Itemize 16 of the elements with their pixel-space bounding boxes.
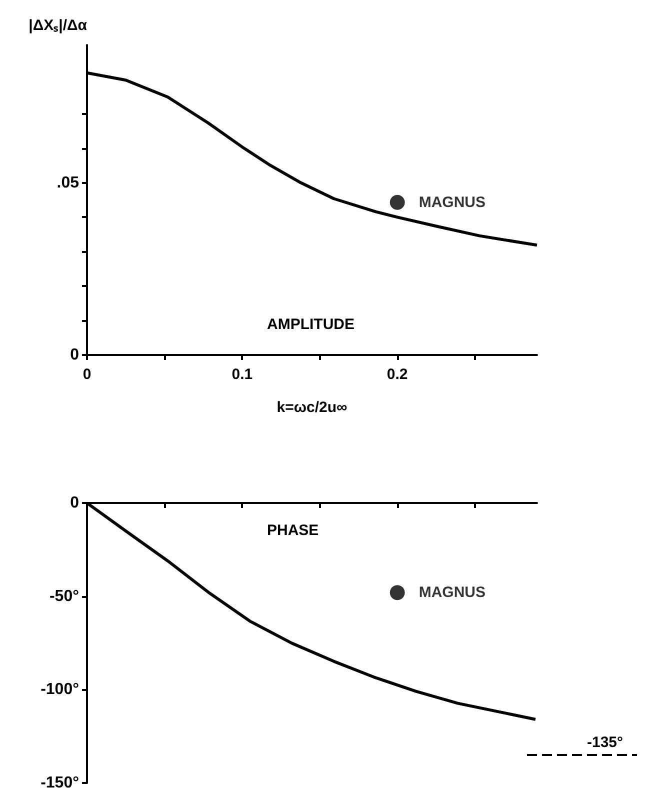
- x-tick-label: 0.1: [232, 366, 253, 383]
- x-axis-title: k=ωc/2u∞: [276, 399, 348, 416]
- y-tick-label: 0: [70, 346, 80, 364]
- series-label: MAGNUS: [418, 584, 486, 602]
- y-tick-label: 0: [70, 494, 80, 512]
- x-tick-label: 0.2: [386, 366, 408, 383]
- y-tick-label: .05: [56, 174, 80, 192]
- y-tick-label: -150°: [40, 774, 79, 791]
- y-tick-label: -50°: [49, 588, 79, 605]
- y-tick-label: -100°: [40, 681, 79, 698]
- annotation: AMPLITUDE: [267, 316, 354, 333]
- annotation: PHASE: [267, 522, 319, 539]
- y-axis-title: |ΔXₛ|/Δα: [28, 17, 88, 34]
- series-label: MAGNUS: [418, 194, 486, 211]
- ref-line-label: -135°: [587, 734, 624, 751]
- x-tick-label: 0: [82, 366, 92, 383]
